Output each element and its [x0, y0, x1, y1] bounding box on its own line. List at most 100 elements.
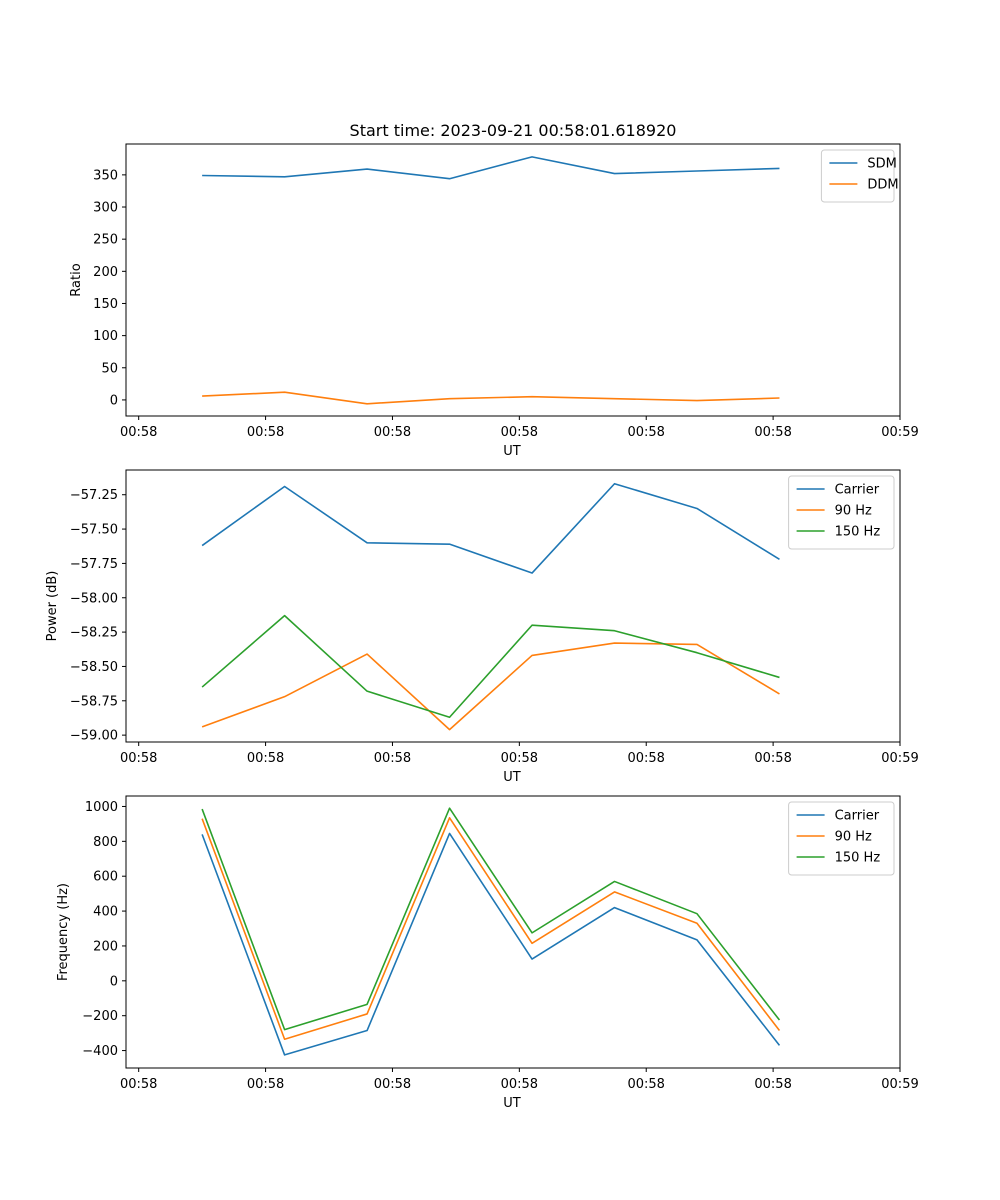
x-tick-label: 00:58: [374, 425, 411, 440]
x-tick-label: 00:58: [247, 425, 284, 440]
data-point: [778, 558, 780, 560]
data-point: [778, 693, 780, 695]
y-tick-label: 200: [93, 939, 118, 954]
data-point: [778, 1044, 780, 1046]
panels: 00:58 00:58 00:58 00:58 00:58 00:58 00:59 0 50 10…: [45, 143, 919, 1111]
data-point: [696, 507, 698, 509]
axes-frame: [125, 795, 901, 1069]
data-point: [448, 832, 450, 834]
x-tick-label: 00:58: [247, 751, 284, 766]
y-tick-label: −58.25: [70, 626, 118, 641]
legend-label: 150 Hz: [835, 525, 881, 540]
x-axis-label: UT: [503, 1096, 521, 1111]
data-point: [696, 643, 698, 645]
x-tick-label: 00:58: [501, 751, 538, 766]
data-point: [201, 808, 203, 810]
data-point: [366, 1013, 368, 1015]
legend: SDM DDM: [820, 149, 899, 203]
data-point: [366, 542, 368, 544]
x-tick-label: 00:59: [881, 1077, 918, 1092]
series-line-150-hz: [201, 614, 780, 719]
y-axis-label: Frequency (Hz): [56, 883, 71, 981]
data-point: [201, 833, 203, 835]
legend-label: 150 Hz: [835, 851, 881, 866]
data-point: [283, 1038, 285, 1040]
y-tick-label: 100: [93, 329, 118, 344]
y-tick-label: −58.00: [70, 591, 118, 606]
x-tick-label: 00:58: [501, 425, 538, 440]
data-point: [613, 397, 615, 399]
axes-frame: [125, 143, 901, 417]
data-point: [201, 686, 203, 688]
axes-frame: [125, 469, 901, 743]
x-tick-label: 00:58: [754, 425, 791, 440]
data-point: [366, 168, 368, 170]
y-tick-label: −58.75: [70, 694, 118, 709]
y-tick-label: 150: [93, 297, 118, 312]
data-point: [283, 391, 285, 393]
legend: Carrier 90 Hz 150 Hz: [788, 801, 895, 876]
y-tick-label: 0: [110, 393, 118, 408]
data-point: [778, 167, 780, 169]
data-point: [201, 544, 203, 546]
data-point: [696, 939, 698, 941]
data-point: [283, 1028, 285, 1030]
data-point: [531, 958, 533, 960]
x-axis-label: UT: [503, 770, 521, 785]
legend-label: Carrier: [835, 483, 880, 498]
x-tick-label: 00:58: [754, 1077, 791, 1092]
series-line-90-hz: [201, 642, 780, 731]
data-point: [613, 906, 615, 908]
data-point: [531, 396, 533, 398]
legend: Carrier 90 Hz 150 Hz: [788, 475, 895, 550]
chart-title: Start time: 2023-09-21 00:58:01.618920: [350, 121, 677, 140]
legend-label: DDM: [867, 178, 898, 193]
x-tick-label: 00:58: [627, 751, 664, 766]
x-tick-label: 00:58: [374, 1077, 411, 1092]
legend-label: 90 Hz: [835, 830, 872, 845]
y-tick-label: −57.75: [70, 557, 118, 572]
data-point: [696, 922, 698, 924]
data-point: [201, 174, 203, 176]
legend-label: SDM: [867, 157, 896, 172]
legend-label: Carrier: [835, 809, 880, 824]
y-tick-label: 400: [93, 905, 118, 920]
y-axis-label: Ratio: [69, 263, 84, 296]
series-line-sdm: [202, 156, 780, 180]
x-tick-label: 00:58: [754, 751, 791, 766]
data-point: [696, 912, 698, 914]
x-axis-label: UT: [503, 444, 521, 459]
x-tick-label: 00:58: [627, 1077, 664, 1092]
data-point: [531, 156, 533, 158]
data-point: [366, 653, 368, 655]
series-line-ddm: [202, 391, 780, 405]
series-line-150-hz: [201, 807, 781, 1031]
x-tick-label: 00:59: [881, 751, 918, 766]
data-point: [283, 695, 285, 697]
data-point: [283, 614, 285, 616]
series-line-90-hz: [201, 816, 781, 1041]
data-point: [613, 880, 615, 882]
data-point: [201, 395, 203, 397]
y-axis-label: Power (dB): [45, 571, 60, 642]
y-tick-label: 200: [93, 265, 118, 280]
x-tick-label: 00:58: [627, 425, 664, 440]
data-point: [448, 716, 450, 718]
data-point: [366, 690, 368, 692]
series-line-carrier: [201, 482, 780, 574]
data-point: [613, 172, 615, 174]
data-point: [448, 807, 450, 809]
legend-label: 90 Hz: [835, 504, 872, 519]
series-line-carrier: [201, 832, 781, 1056]
data-point: [366, 403, 368, 405]
data-point: [778, 676, 780, 678]
data-point: [366, 1003, 368, 1005]
data-point: [531, 932, 533, 934]
y-tick-label: 600: [93, 870, 118, 885]
data-point: [778, 1029, 780, 1031]
data-point: [613, 642, 615, 644]
data-point: [696, 652, 698, 654]
y-tick-label: −59.00: [70, 729, 118, 744]
data-point: [448, 178, 450, 180]
